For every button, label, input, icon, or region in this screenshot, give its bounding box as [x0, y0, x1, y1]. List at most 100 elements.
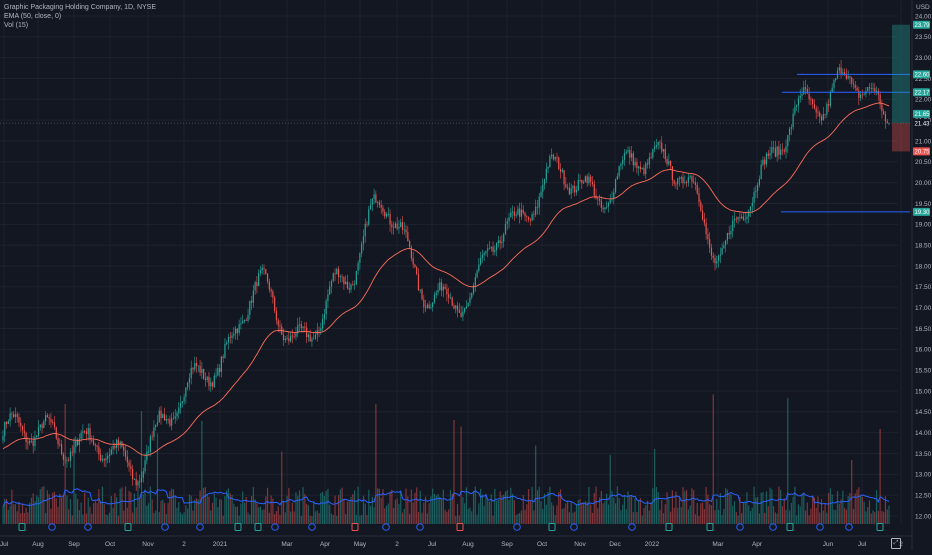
time-tick-label: 2021 — [213, 541, 228, 548]
volume-bar — [66, 495, 68, 524]
volume-bar — [210, 510, 212, 524]
legend-volume[interactable]: Vol (15) — [4, 22, 29, 29]
candle-body — [693, 181, 695, 183]
volume-bar — [725, 488, 727, 524]
candle-body — [607, 202, 610, 207]
price-tick-label: 13.00 — [915, 472, 932, 479]
earnings-marker — [548, 523, 556, 531]
volume-bar — [100, 502, 102, 524]
volume-bar — [554, 515, 556, 524]
candle-body — [298, 324, 301, 325]
candle-body — [366, 223, 368, 225]
volume-bar — [321, 491, 324, 524]
volume-bar — [364, 503, 366, 524]
volume-bar — [108, 512, 111, 524]
candle-body — [266, 273, 269, 282]
volume-bar — [197, 499, 199, 524]
candle-body — [476, 270, 478, 278]
volume-bar — [689, 505, 691, 524]
candle-body — [810, 99, 812, 100]
volume-bar — [568, 512, 571, 524]
volume-bar — [579, 499, 581, 524]
volume-bar — [151, 499, 153, 524]
volume-bar — [650, 502, 652, 524]
candle-body — [623, 153, 626, 160]
candle-body — [480, 258, 482, 265]
volume-bar — [428, 503, 430, 524]
volume-bar — [728, 493, 730, 524]
candle-body — [755, 190, 757, 193]
candle-body — [497, 240, 499, 244]
volume-bar — [859, 495, 862, 524]
candle-body — [492, 246, 494, 252]
volume-bar — [233, 503, 235, 524]
volume-bar — [465, 487, 468, 524]
volume-bar — [21, 503, 24, 524]
candle-body — [300, 324, 302, 329]
candle-body — [66, 459, 68, 461]
candle-body — [602, 207, 604, 210]
volume-bar — [339, 489, 341, 524]
candle-body — [293, 336, 295, 338]
candle-body — [424, 307, 427, 309]
candle-body — [210, 382, 212, 387]
volume-bar — [247, 512, 249, 524]
volume-bar — [23, 513, 25, 524]
candle-body — [426, 304, 428, 309]
volume-bar — [409, 513, 411, 524]
dividend-marker — [513, 523, 521, 531]
volume-bar — [535, 445, 537, 524]
volume-bar — [162, 499, 164, 524]
legend-ema[interactable]: EMA (50, close, 0) — [4, 13, 62, 20]
volume-bar — [634, 498, 636, 524]
volume-bar — [73, 437, 75, 524]
candle-body — [753, 192, 755, 203]
volume-bar — [259, 506, 262, 524]
candle-body — [875, 90, 878, 93]
candle-body — [772, 147, 775, 149]
volume-bar — [522, 495, 524, 524]
volume-bar — [884, 496, 887, 524]
candle-body — [758, 178, 760, 185]
volume-bar — [103, 503, 105, 524]
candle-body — [41, 424, 43, 428]
volume-bar — [117, 515, 120, 524]
volume-bar — [437, 494, 439, 524]
candle-body — [345, 281, 347, 285]
volume-bar — [677, 507, 679, 524]
volume-bar — [735, 511, 737, 524]
candle-body — [320, 328, 322, 331]
volume-bar — [334, 495, 336, 524]
candle-body — [643, 167, 645, 175]
candle-body — [485, 250, 487, 254]
candle-body — [369, 204, 372, 210]
candle-body — [416, 267, 418, 274]
volume-bar — [34, 501, 36, 524]
candle-body — [385, 213, 388, 217]
candle-body — [240, 323, 242, 325]
candle-body — [879, 94, 881, 105]
candle-body — [545, 168, 547, 180]
volume-bar — [110, 496, 112, 524]
time-tick-label: Apr — [320, 541, 331, 548]
volume-bar — [455, 515, 457, 524]
auto-scale-button[interactable]: ⤢ — [891, 538, 901, 549]
volume-bar — [481, 494, 483, 524]
dividend-marker — [48, 523, 56, 531]
volume-bar — [179, 512, 182, 524]
candle-body — [455, 305, 457, 309]
candle-body — [884, 114, 887, 122]
time-tick-label: Sep — [68, 541, 80, 548]
volume-bar — [831, 494, 833, 524]
volume-bar — [91, 513, 93, 524]
legend-symbol[interactable]: Graphic Packaging Holding Company, 1D, N… — [4, 4, 157, 11]
candle-body — [508, 217, 510, 222]
candle-body — [101, 459, 104, 461]
candle-body — [764, 159, 766, 165]
volume-bar — [426, 513, 428, 524]
candle-body — [62, 454, 64, 460]
volume-bar — [632, 512, 634, 524]
candle-body — [742, 216, 745, 220]
